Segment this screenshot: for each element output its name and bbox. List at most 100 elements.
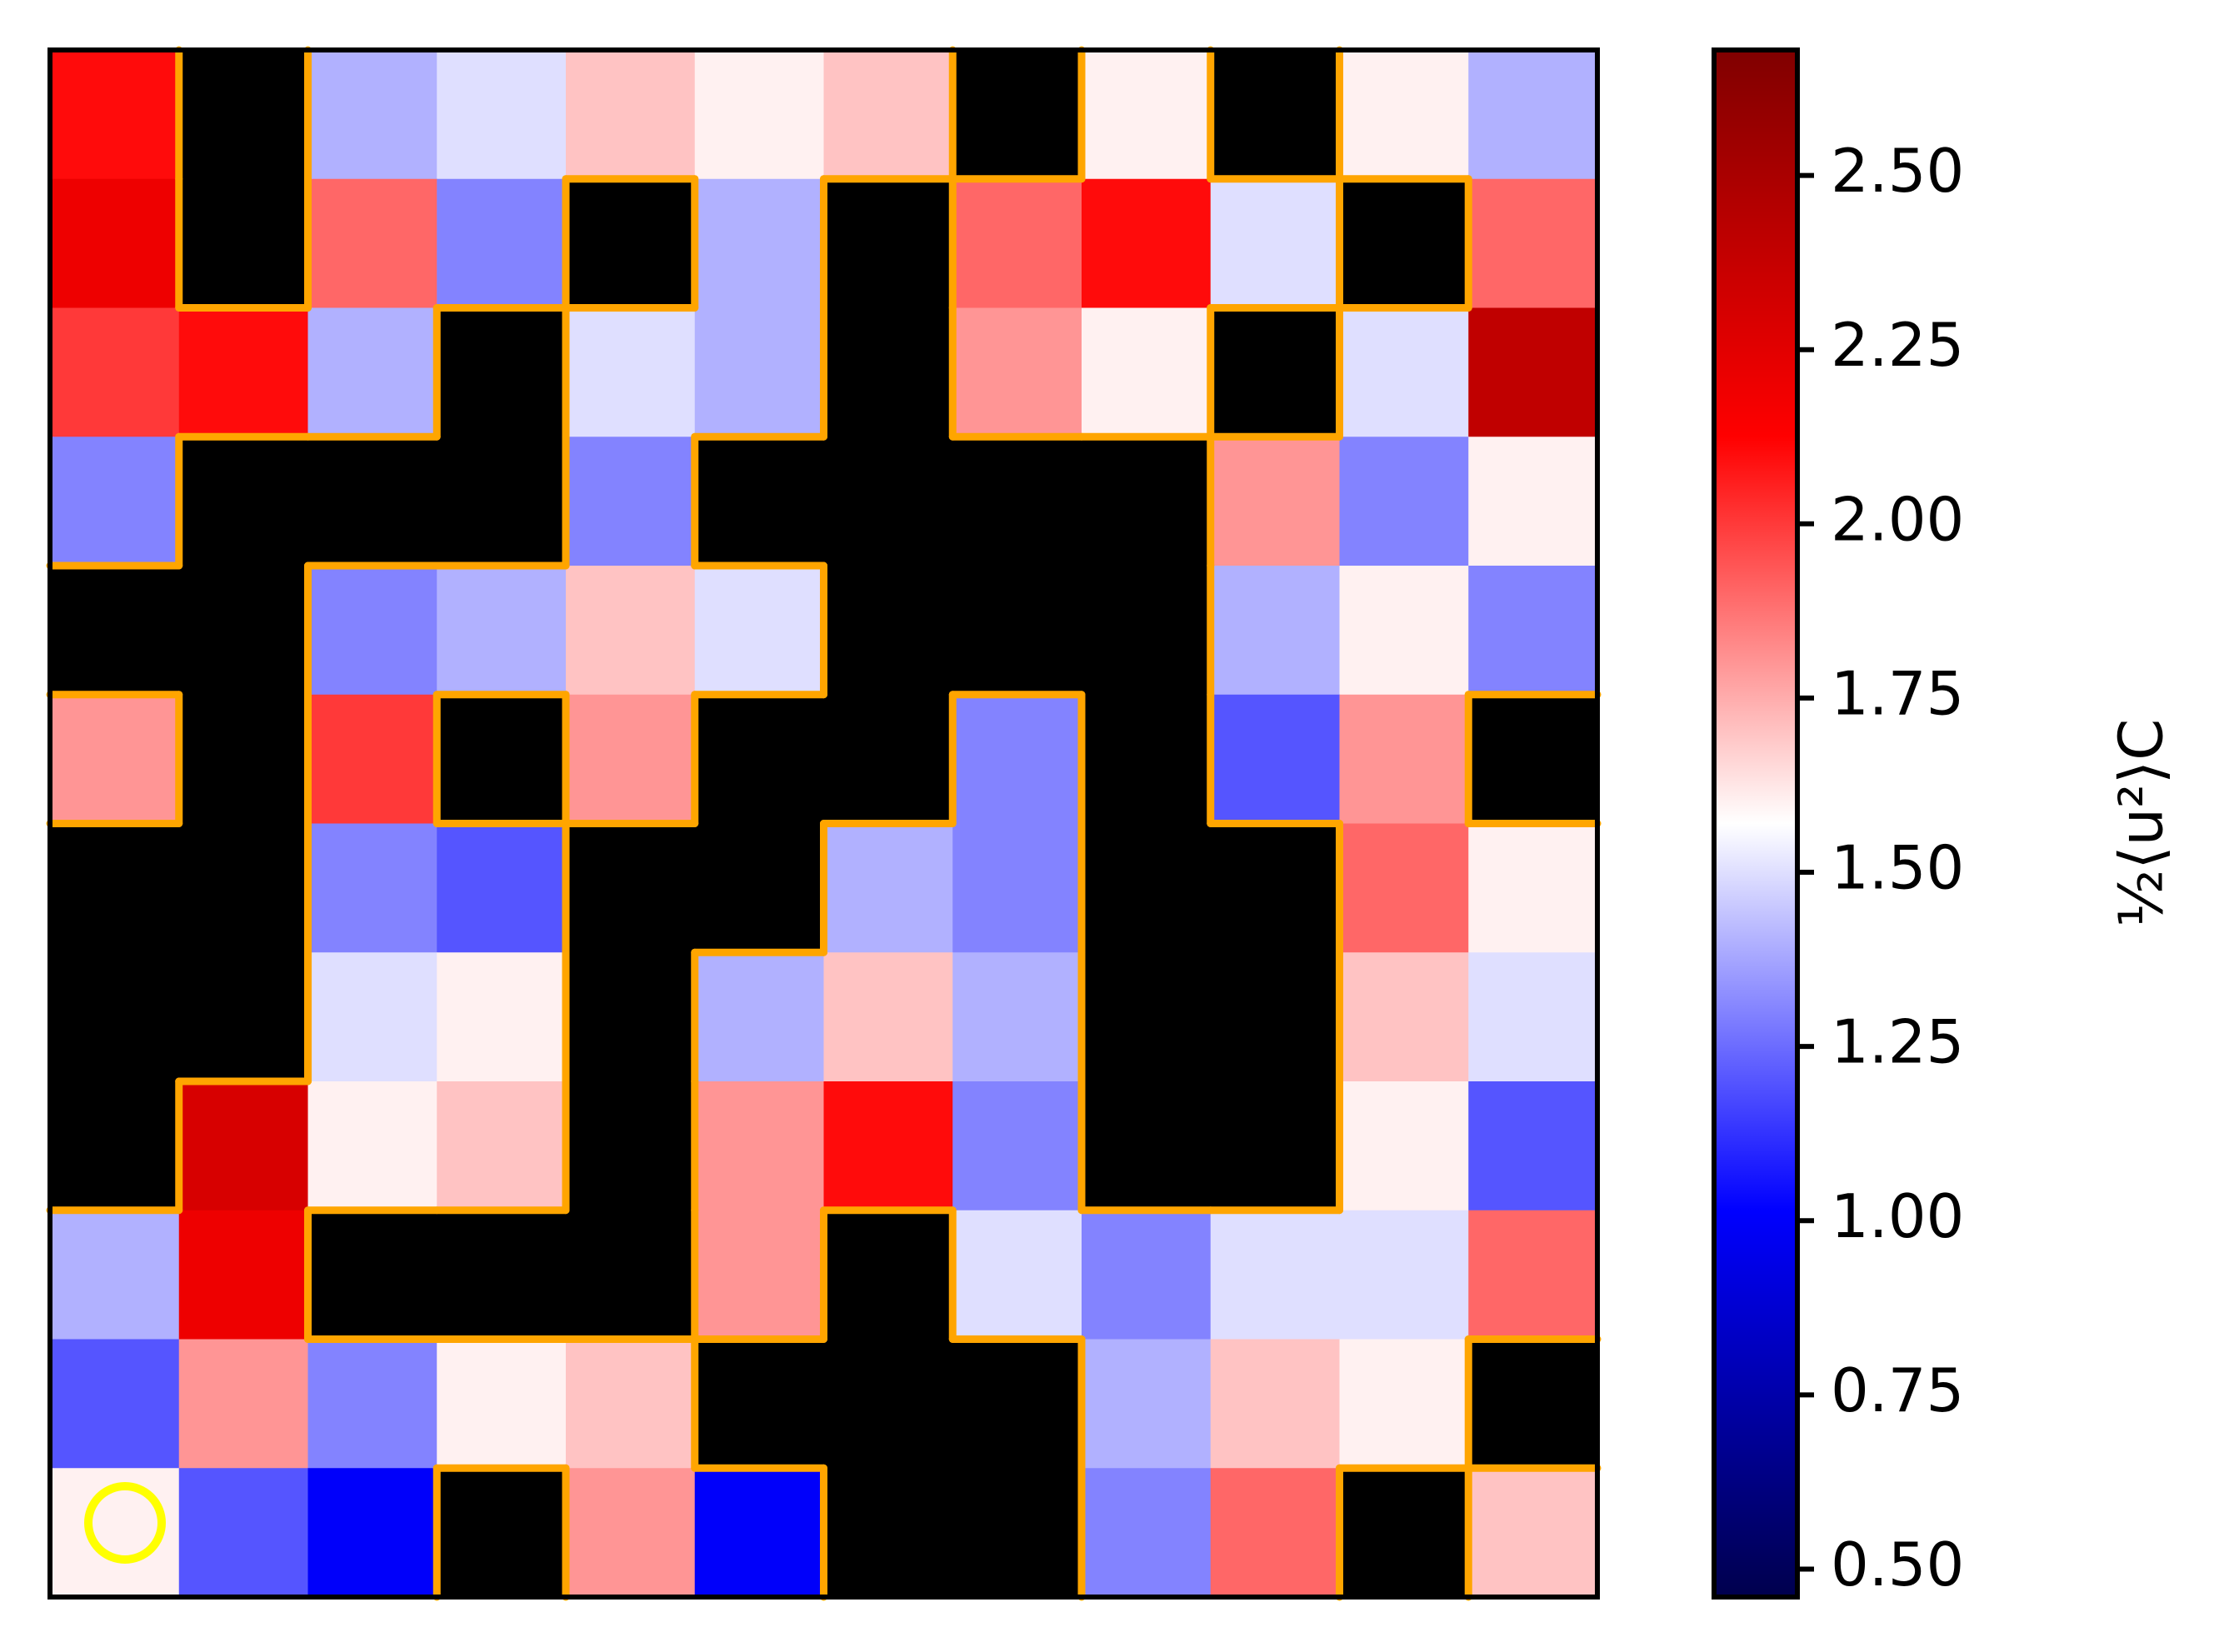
heatmap-cell (694, 1468, 824, 1598)
heatmap-cell (1082, 1468, 1212, 1598)
heatmap-cell (1339, 694, 1469, 824)
heatmap-cell (307, 952, 437, 1082)
heatmap-cell (1210, 178, 1340, 308)
heatmap-cell (437, 1339, 567, 1469)
heatmap-cell (50, 694, 180, 824)
heatmap-cell (566, 694, 696, 824)
heatmap-cell (1468, 307, 1598, 437)
heatmap-cell (952, 952, 1082, 1082)
heatmap-cell (694, 1081, 824, 1211)
colorbar-tick-label: 1.00 (1831, 1181, 1964, 1251)
heatmap-cell (437, 952, 567, 1082)
heatmap-cell (952, 1210, 1082, 1340)
heatmap-cell (1468, 952, 1598, 1082)
heatmap-cell (1468, 50, 1598, 180)
heatmap-cell (1339, 1210, 1469, 1340)
heatmap-cell (566, 50, 696, 180)
colorbar-tick-label: 0.50 (1831, 1530, 1964, 1600)
heatmap-cell (694, 50, 824, 180)
heatmap-cell (694, 566, 824, 696)
heatmap-cell (307, 178, 437, 308)
heatmap-cell (178, 307, 308, 437)
heatmap-cell (1468, 178, 1598, 308)
heatmap-cell (50, 50, 180, 180)
colorbar-tick-label: 2.25 (1831, 310, 1964, 380)
heatmap-cell (566, 307, 696, 437)
heatmap-cell (307, 50, 437, 180)
heatmap-cell (1210, 437, 1340, 566)
heatmap-cell (1339, 307, 1469, 437)
heatmap-cell (307, 823, 437, 953)
heatmap-cell (952, 694, 1082, 824)
heatmap-cell (50, 1210, 180, 1340)
heatmap-cell (307, 566, 437, 696)
heatmap-cell (1468, 1081, 1598, 1211)
heatmap-cell (1210, 1339, 1340, 1469)
heatmap-cell (307, 307, 437, 437)
heatmap-cell (566, 1468, 696, 1598)
heatmap-cell (1339, 566, 1469, 696)
heatmap-cell (1339, 1339, 1469, 1469)
heatmap-cell (1468, 437, 1598, 566)
heatmap-cell (1210, 1468, 1340, 1598)
colorbar-tick-label: 1.75 (1831, 658, 1964, 728)
marker-circle (84, 1482, 166, 1564)
heatmap-cell (1339, 50, 1469, 180)
heatmap-cell (1082, 178, 1212, 308)
heatmap-cell (50, 437, 180, 566)
heatmap-cell (823, 823, 953, 953)
heatmap-cell (1210, 1210, 1340, 1340)
heatmap-cell (307, 1468, 437, 1598)
heatmap-cell (437, 50, 567, 180)
heatmap-cell (1339, 437, 1469, 566)
heatmap-cell (1339, 952, 1469, 1082)
colorbar-tick-label: 1.25 (1831, 1007, 1964, 1077)
heatmap-cell (952, 307, 1082, 437)
heatmap-cell (1082, 1210, 1212, 1340)
heatmap-cell (1339, 823, 1469, 953)
colorbar-tick-label: 0.75 (1831, 1355, 1964, 1425)
heatmap-cell (566, 566, 696, 696)
heatmap-cell (1210, 566, 1340, 696)
colorbar-frame (1712, 47, 1800, 1600)
heatmap-cell (437, 823, 567, 953)
heatmap-cell (178, 1081, 308, 1211)
colorbar-label: ½⟨u²⟩C (2107, 719, 2177, 928)
colorbar (1714, 50, 1797, 1597)
heatmap-cell (694, 952, 824, 1082)
heatmap-cell (50, 307, 180, 437)
heatmap-cell (823, 1081, 953, 1211)
heatmap-cell (50, 1339, 180, 1469)
heatmap-cell (1210, 694, 1340, 824)
heatmap-cell (178, 1468, 308, 1598)
heatmap-cell (178, 1210, 308, 1340)
heatmap-cell (952, 178, 1082, 308)
heatmap-cell (437, 566, 567, 696)
heatmap-cell (307, 1339, 437, 1469)
colorbar-tick-label: 2.50 (1831, 136, 1964, 206)
heatmap-cell (1468, 1210, 1598, 1340)
heatmap-cell (566, 437, 696, 566)
heatmap-cell (1082, 307, 1212, 437)
heatmap-cell (823, 50, 953, 180)
heatmap-cell (307, 694, 437, 824)
heatmap-cell (437, 1081, 567, 1211)
heatmap-cell (1082, 50, 1212, 180)
heatmap-cell (823, 952, 953, 1082)
heatmap-cell (1468, 823, 1598, 953)
heatmap-cell (1082, 1339, 1212, 1469)
heatmap-cell (178, 1339, 308, 1469)
plot-frame (47, 47, 1600, 1600)
heatmap-cell (1468, 1468, 1598, 1598)
heatmap-cell (1468, 566, 1598, 696)
colorbar-tick-label: 2.00 (1831, 484, 1964, 554)
heatmap-cell (694, 307, 824, 437)
heatmap-cell (437, 178, 567, 308)
heatmap-cell (1339, 1081, 1469, 1211)
heatmap-cell (50, 178, 180, 308)
heatmap-cell (307, 1081, 437, 1211)
colorbar-tick-label: 1.50 (1831, 833, 1964, 903)
heatmap-cell (566, 1339, 696, 1469)
heatmap-cell (952, 823, 1082, 953)
